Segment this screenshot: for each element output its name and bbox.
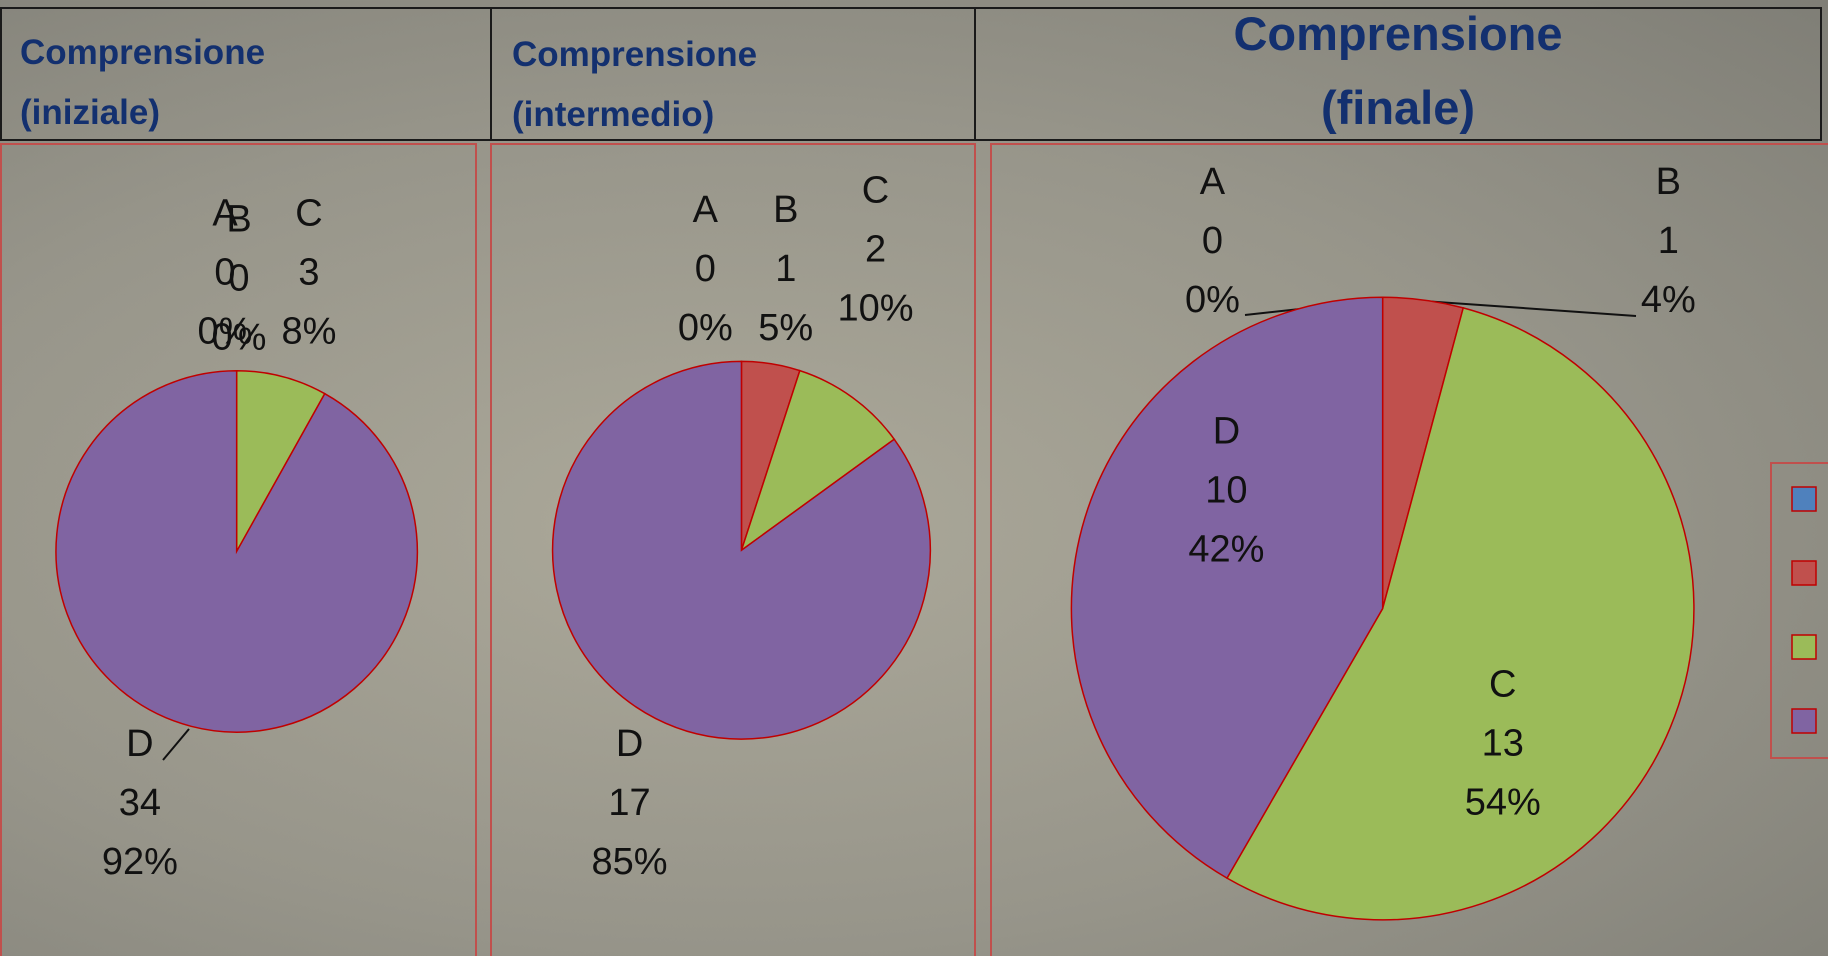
pie-slice — [1070, 296, 1384, 880]
slice-percent: 0% — [212, 317, 267, 359]
slice-percent: 85% — [592, 841, 668, 883]
slice-value: 10 — [1205, 470, 1247, 512]
legend-box — [1770, 462, 1828, 759]
slice-value: 3 — [298, 252, 319, 294]
header-cell: Comprensione (finale) — [974, 7, 1822, 141]
slice-value: 34 — [119, 782, 161, 824]
slice-label: A — [212, 193, 238, 235]
slice-value: 2 — [865, 228, 886, 270]
slice-percent: 0% — [1185, 279, 1240, 321]
slice-percent: 0% — [198, 311, 253, 353]
pie-slice — [235, 369, 326, 555]
slice-label: B — [773, 189, 798, 231]
slice-value: 0 — [214, 252, 235, 294]
pie-slice — [1225, 306, 1695, 921]
slice-value: 1 — [775, 248, 796, 290]
legend-swatch — [1791, 486, 1817, 512]
legend-swatch — [1791, 560, 1817, 586]
slice-label: C — [1489, 664, 1516, 706]
slice-label: C — [862, 169, 889, 211]
chart-panel — [0, 143, 477, 956]
slice-label: A — [693, 189, 719, 231]
chart-title: Comprensione (finale) — [1233, 7, 1563, 134]
legend-swatch — [1791, 634, 1817, 660]
chart-title: Comprensione (iniziale) — [20, 33, 266, 132]
header-cell: Comprensione (intermedio) — [490, 7, 976, 141]
leader-line — [1422, 300, 1637, 317]
slice-percent: 0% — [678, 307, 733, 349]
slice-label: C — [295, 193, 322, 235]
legend-swatch — [1791, 708, 1817, 734]
slice-value: 13 — [1482, 723, 1524, 765]
header-cell: Comprensione (iniziale) — [0, 7, 492, 141]
pie-slice — [740, 369, 896, 553]
pie-slice — [55, 369, 419, 733]
slice-label: D — [1213, 411, 1240, 453]
slice-label: B — [226, 199, 251, 241]
slice-percent: 42% — [1188, 529, 1264, 571]
slice-value: 0 — [228, 258, 249, 300]
slice-percent: 54% — [1465, 782, 1541, 824]
slice-label: D — [616, 723, 643, 765]
chart-title: Comprensione (intermedio) — [512, 35, 758, 134]
slice-percent: 10% — [837, 287, 913, 329]
slice-percent: 4% — [1641, 279, 1696, 321]
slice-value: 0 — [695, 248, 716, 290]
slice-label: B — [1656, 161, 1681, 203]
chart-panel — [490, 143, 976, 956]
chart-panel — [990, 143, 1828, 956]
slice-percent: 8% — [281, 311, 336, 353]
slice-label: D — [126, 723, 153, 765]
pie-slice — [551, 360, 931, 740]
slice-label: A — [1200, 161, 1226, 203]
slice-percent: 92% — [102, 841, 178, 883]
slice-percent: 5% — [758, 307, 813, 349]
leader-line — [162, 728, 190, 761]
slice-value: 0 — [1202, 220, 1223, 262]
slice-value: 17 — [608, 782, 650, 824]
slice-value: 1 — [1658, 220, 1679, 262]
